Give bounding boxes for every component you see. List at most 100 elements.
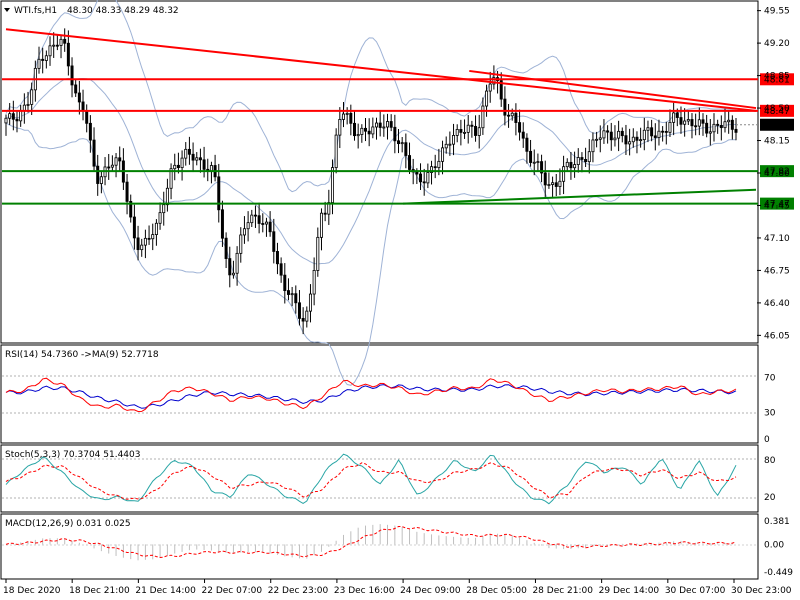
- candle: [286, 278, 290, 301]
- candle: [165, 178, 169, 212]
- candle: [129, 194, 133, 223]
- candle: [444, 136, 448, 154]
- candle: [202, 146, 206, 178]
- rsi-tick-label: 30: [764, 409, 776, 419]
- macd-histogram: [5, 524, 737, 561]
- candle: [422, 168, 426, 196]
- bb-lower-line: [5, 122, 737, 386]
- candle: [261, 213, 265, 233]
- price-level-label: 48.47: [764, 107, 790, 117]
- candle: [143, 229, 147, 259]
- y-tick-label: 47.80: [764, 169, 790, 179]
- candle: [198, 148, 202, 173]
- candle: [367, 118, 371, 147]
- candle: [180, 150, 184, 181]
- candle: [617, 120, 621, 152]
- candle: [26, 91, 30, 113]
- candle: [338, 107, 342, 149]
- triangle-down-icon: [4, 8, 10, 12]
- candle: [657, 119, 661, 146]
- x-tick-label: 22 Dec 23:00: [268, 586, 329, 596]
- y-tick-label: 48.50: [764, 104, 790, 114]
- stoch-tick-label: 20: [764, 493, 776, 503]
- candle: [536, 153, 540, 172]
- symbol-header: WTI.fs,H1 48.30 48.33 48.29 48.32: [4, 6, 179, 16]
- stoch-main-line: [5, 453, 737, 505]
- trendline: [469, 69, 757, 110]
- candle: [686, 110, 690, 125]
- macd-label: MACD(12,26,9) 0.031 0.025: [5, 519, 131, 529]
- candle: [59, 35, 63, 59]
- x-tick-label: 29 Dec 14:00: [599, 586, 660, 596]
- candle: [529, 139, 533, 167]
- candle: [92, 127, 96, 171]
- candle: [77, 80, 81, 115]
- symbol-label: WTI.fs,H1: [14, 6, 57, 16]
- bb-middle-line: [5, 77, 736, 265]
- y-tick-label: 48.85: [764, 72, 790, 82]
- candle: [158, 202, 162, 230]
- candle: [558, 168, 562, 196]
- candle: [609, 122, 613, 151]
- x-tick-label: 24 Dec 09:00: [400, 586, 461, 596]
- candle: [308, 284, 312, 323]
- candle: [264, 217, 268, 237]
- candle: [371, 117, 375, 139]
- candle: [224, 232, 228, 269]
- candle: [239, 227, 243, 263]
- candle: [503, 86, 507, 126]
- candle: [565, 158, 569, 172]
- candle: [426, 163, 430, 189]
- macd-tick-label: -0.449: [764, 568, 793, 578]
- candle: [488, 71, 492, 103]
- candle: [250, 209, 254, 227]
- candle: [595, 131, 599, 148]
- candle: [312, 257, 316, 306]
- candle: [375, 117, 379, 140]
- trendline: [5, 28, 757, 112]
- candle: [37, 46, 41, 74]
- candle: [301, 307, 305, 335]
- candle: [690, 113, 694, 139]
- x-tick-label: 18 Dec 2020: [3, 586, 61, 596]
- candle: [455, 124, 459, 143]
- candle: [628, 128, 632, 156]
- macd-signal-line: [5, 525, 737, 559]
- candle: [114, 153, 118, 178]
- candle: [107, 153, 111, 180]
- rsi-tick-label: 70: [764, 373, 776, 383]
- candle: [419, 163, 423, 190]
- candle: [518, 109, 522, 141]
- candle: [576, 148, 580, 173]
- candle: [507, 103, 511, 128]
- x-tick-label: 18 Dec 21:00: [69, 586, 130, 596]
- rsi-tick-label: 0: [764, 435, 770, 445]
- candle: [672, 102, 676, 136]
- candle: [30, 82, 34, 115]
- candle: [11, 100, 15, 131]
- candle: [70, 57, 74, 98]
- candle: [63, 28, 67, 52]
- candle: [125, 173, 129, 215]
- candle: [719, 115, 723, 141]
- rsi-ma-line: [5, 384, 737, 409]
- candle: [272, 218, 276, 264]
- candle: [162, 191, 166, 226]
- x-tick-label: 30 Dec 07:00: [665, 586, 726, 596]
- stoch-tick-label: 80: [764, 456, 776, 466]
- candle: [668, 109, 672, 137]
- rsi-lines: [5, 377, 737, 413]
- candlesticks: [4, 28, 738, 335]
- candle: [580, 152, 584, 173]
- candle: [132, 204, 136, 250]
- candle: [683, 108, 687, 137]
- stoch-panel-frame: [0, 444, 759, 513]
- candle: [88, 115, 92, 153]
- candle: [140, 238, 144, 257]
- y-tick-label: 49.20: [764, 39, 790, 49]
- candle: [514, 103, 518, 136]
- x-tick-label: 30 Dec 23:00: [731, 586, 792, 596]
- candle: [624, 124, 628, 155]
- y-tick-label: 48.15: [764, 137, 790, 147]
- candle: [41, 47, 45, 74]
